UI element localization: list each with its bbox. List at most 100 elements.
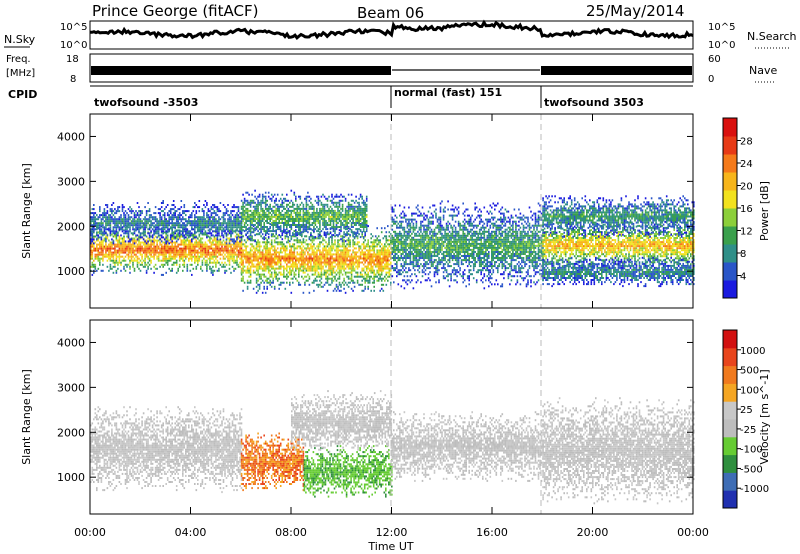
data-cell (246, 220, 249, 222)
data-cell (218, 226, 220, 229)
data-cell (286, 277, 288, 280)
data-cell (96, 269, 98, 272)
data-cell (349, 263, 351, 266)
data-cell (310, 243, 312, 246)
data-cell (114, 230, 116, 233)
data-cell (194, 228, 196, 231)
data-cell (350, 257, 353, 260)
data-cell (90, 238, 92, 241)
data-cell (323, 205, 326, 208)
data-cell (154, 263, 157, 266)
data-cell (112, 259, 115, 262)
data-cell (270, 259, 273, 262)
data-cell (150, 239, 152, 242)
data-cell (252, 199, 255, 202)
data-cell (237, 230, 240, 233)
data-cell (331, 227, 333, 230)
data-cell (337, 261, 339, 264)
data-cell (273, 249, 276, 252)
data-cell (301, 275, 303, 278)
data-cell (171, 255, 173, 258)
data-cell (145, 271, 148, 274)
data-cell (166, 204, 169, 206)
data-cell (308, 211, 311, 214)
data-cell (352, 263, 354, 266)
data-cell (230, 234, 232, 237)
data-cell (174, 214, 176, 217)
data-cell (106, 237, 109, 240)
data-cell (240, 255, 243, 258)
data-cell (304, 247, 306, 250)
data-cell (292, 261, 294, 264)
data-cell (298, 205, 300, 208)
data-cell (313, 237, 315, 240)
data-cell (185, 228, 187, 231)
data-cell (210, 220, 213, 223)
data-cell (388, 267, 391, 270)
data-cell (216, 261, 219, 264)
data-cell (209, 241, 211, 244)
data-cell (240, 251, 243, 254)
data-cell (210, 267, 213, 270)
data-cell (200, 253, 202, 256)
data-cell (118, 241, 121, 244)
data-cell (96, 255, 98, 258)
data-cell (106, 204, 109, 206)
data-cell (352, 281, 354, 284)
data-cell (243, 255, 246, 258)
data-cell (240, 257, 243, 260)
data-cell (305, 267, 308, 270)
data-cell (322, 224, 324, 226)
data-cell (248, 193, 250, 196)
data-cell (194, 243, 196, 246)
data-cell (266, 203, 268, 206)
data-cell (269, 251, 271, 254)
data-cell (115, 249, 118, 252)
data-cell (356, 251, 359, 254)
data-cell (105, 240, 107, 243)
data-cell (284, 245, 287, 248)
data-cell (353, 255, 356, 258)
data-cell (283, 205, 285, 208)
data-cell (332, 265, 335, 268)
data-cell (189, 247, 192, 250)
data-cell (295, 261, 297, 264)
data-cell (334, 201, 336, 204)
data-cell (151, 247, 154, 250)
data-cell (305, 222, 308, 224)
data-cell (264, 245, 267, 248)
data-cell (138, 206, 140, 209)
data-cell (197, 216, 199, 219)
data-cell (212, 226, 214, 229)
data-cell (233, 204, 235, 206)
data-cell (341, 273, 344, 276)
data-cell (218, 234, 220, 237)
data-cell (231, 253, 234, 256)
data-cell (168, 218, 170, 221)
data-cell (337, 215, 339, 218)
data-cell (106, 265, 109, 268)
data-cell (320, 265, 323, 268)
data-cell (332, 220, 335, 222)
data-cell (313, 213, 315, 216)
data-cell (326, 211, 329, 214)
data-cell (216, 210, 219, 213)
data-cell (370, 255, 372, 258)
data-cell (364, 251, 366, 254)
data-cell (218, 208, 220, 211)
data-cell (154, 239, 157, 242)
data-cell (266, 261, 268, 264)
data-cell (147, 249, 149, 252)
data-cell (368, 253, 371, 256)
data-cell (240, 211, 243, 214)
data-cell (117, 267, 119, 270)
data-cell (127, 243, 130, 246)
data-cell (166, 263, 169, 266)
data-cell (254, 265, 256, 268)
data-cell (105, 249, 107, 252)
data-cell (311, 207, 314, 210)
data-cell (178, 259, 181, 262)
data-cell (233, 255, 235, 258)
data-cell (305, 199, 308, 202)
data-cell (322, 267, 324, 270)
